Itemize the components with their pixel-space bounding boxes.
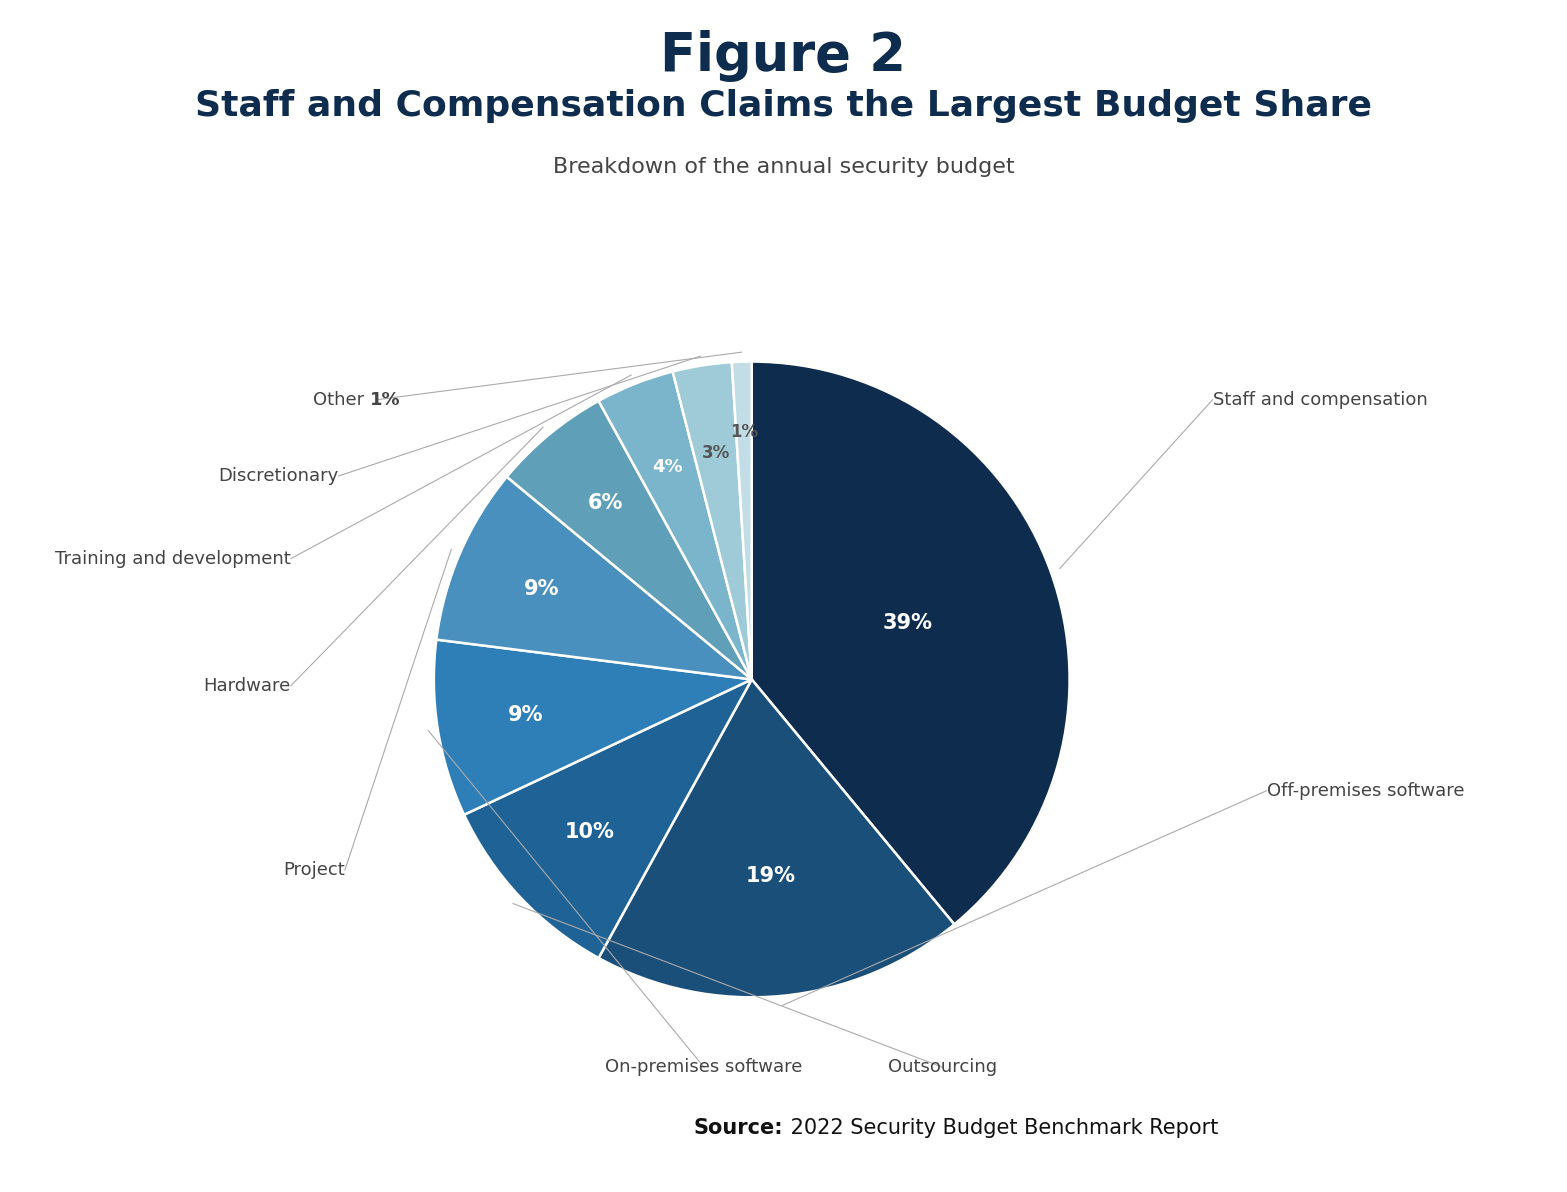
Text: Project: Project xyxy=(284,861,345,880)
Wedge shape xyxy=(506,401,752,679)
Text: 1%: 1% xyxy=(730,423,758,441)
Text: 10%: 10% xyxy=(564,821,614,842)
Text: Training and development: Training and development xyxy=(55,550,291,567)
Wedge shape xyxy=(434,640,752,815)
Text: 39%: 39% xyxy=(882,614,932,633)
Text: 9%: 9% xyxy=(508,706,544,725)
Wedge shape xyxy=(436,477,752,679)
Text: Outsourcing: Outsourcing xyxy=(888,1058,997,1076)
Wedge shape xyxy=(752,361,1070,924)
Text: Off-premises software: Off-premises software xyxy=(1266,782,1464,800)
Text: Other: Other xyxy=(313,391,370,409)
Wedge shape xyxy=(599,372,752,679)
Text: 6%: 6% xyxy=(588,493,624,513)
Text: 9%: 9% xyxy=(523,578,559,598)
Wedge shape xyxy=(672,362,752,679)
Text: 1%: 1% xyxy=(370,391,401,409)
Text: Hardware: Hardware xyxy=(204,677,291,695)
Text: 2022 Security Budget Benchmark Report: 2022 Security Budget Benchmark Report xyxy=(784,1118,1218,1138)
Text: Staff and Compensation Claims the Largest Budget Share: Staff and Compensation Claims the Larges… xyxy=(194,89,1373,124)
Text: 19%: 19% xyxy=(746,865,796,886)
Text: Breakdown of the annual security budget: Breakdown of the annual security budget xyxy=(553,157,1014,178)
Text: 4%: 4% xyxy=(652,458,683,476)
Wedge shape xyxy=(732,361,752,679)
Wedge shape xyxy=(464,679,752,958)
Text: Staff and compensation: Staff and compensation xyxy=(1213,391,1428,409)
Text: 3%: 3% xyxy=(702,445,730,462)
Text: Source:: Source: xyxy=(694,1118,784,1138)
Text: Figure 2: Figure 2 xyxy=(661,30,906,82)
Text: Discretionary: Discretionary xyxy=(218,467,338,485)
Wedge shape xyxy=(599,679,954,998)
Text: On-premises software: On-premises software xyxy=(605,1058,802,1076)
